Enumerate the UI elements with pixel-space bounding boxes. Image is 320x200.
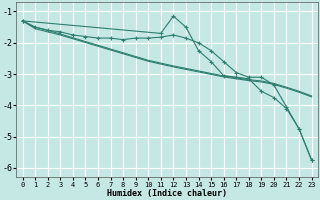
X-axis label: Humidex (Indice chaleur): Humidex (Indice chaleur) (107, 189, 227, 198)
